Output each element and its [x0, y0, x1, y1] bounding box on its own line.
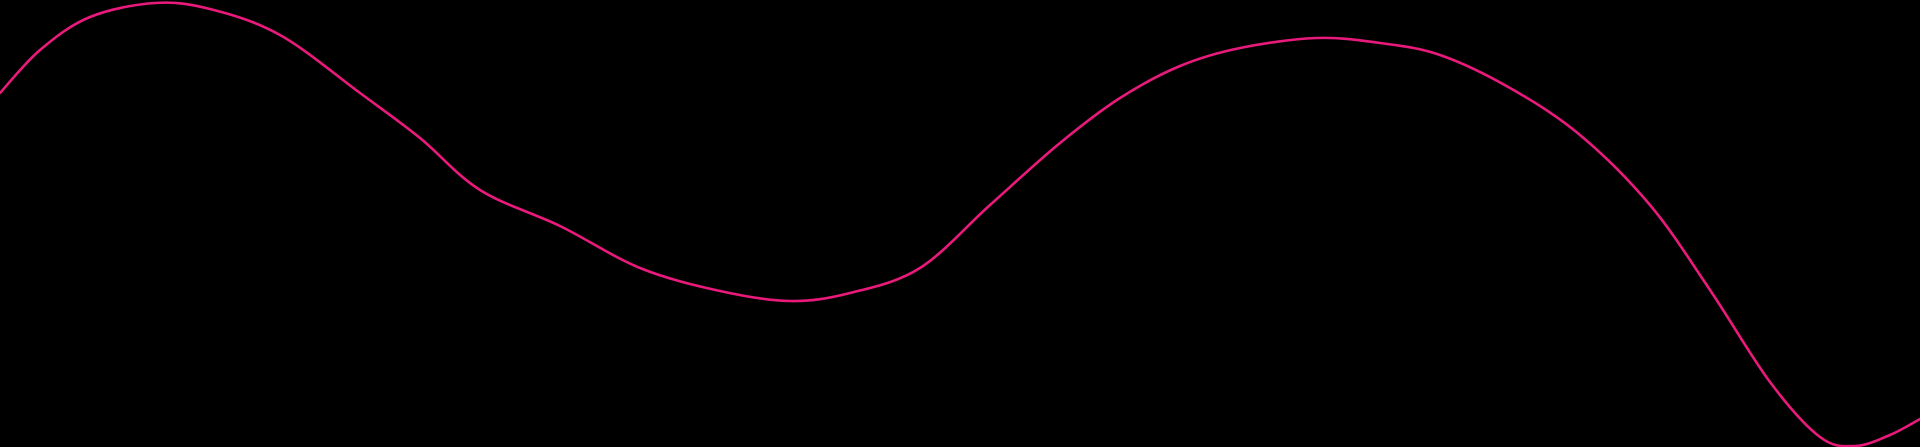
wave-line: [0, 1, 1920, 447]
wave-chart-canvas: [0, 0, 1920, 447]
wave-curve-chart: [0, 0, 1920, 447]
chart-background: [0, 0, 1920, 447]
